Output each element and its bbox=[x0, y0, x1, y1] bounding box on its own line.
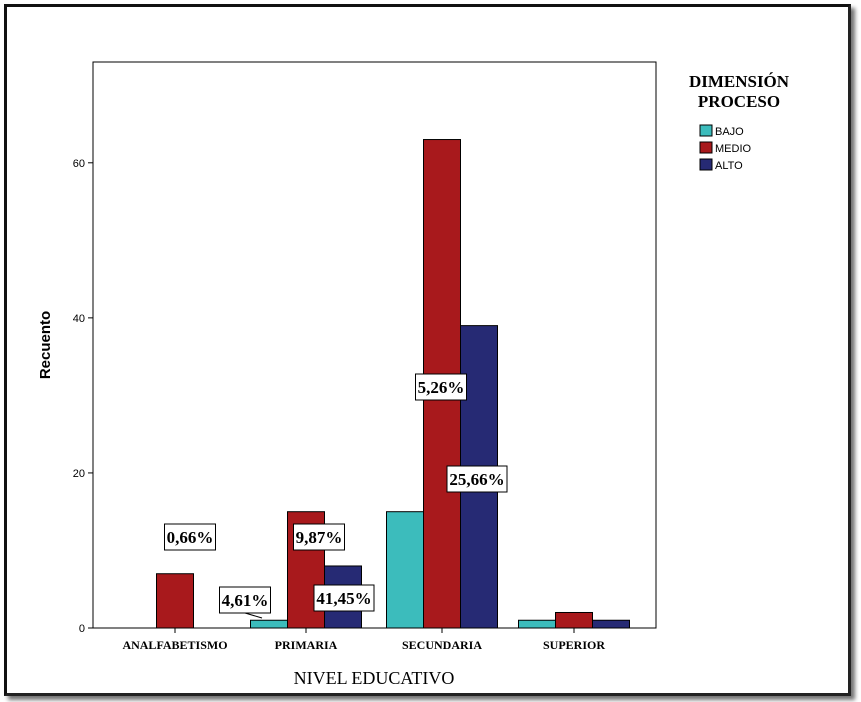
data-label-medio-analfabetismo: 4,61% bbox=[219, 586, 271, 619]
legend-title-line-1: DIMENSIÓN bbox=[689, 72, 790, 91]
legend-swatch bbox=[699, 141, 713, 154]
bar-bajo-secundaria bbox=[386, 511, 424, 629]
svg-text:9,87%: 9,87% bbox=[296, 528, 343, 547]
bars bbox=[156, 139, 630, 629]
x-tick-label: SECUNDARIA bbox=[402, 638, 482, 652]
x-axis: ANALFABETISMO PRIMARIA SECUNDARIA SUPERIOR bbox=[122, 628, 605, 652]
svg-text:41,45%: 41,45% bbox=[316, 589, 371, 608]
legend-title-line-2: PROCESO bbox=[698, 92, 780, 111]
x-axis-title: NIVEL EDUCATIVO bbox=[294, 668, 455, 688]
x-tick-label: ANALFABETISMO bbox=[122, 638, 227, 652]
legend-swatch bbox=[699, 124, 713, 137]
legend-item-bajo: BAJO bbox=[699, 124, 744, 138]
y-axis-title: Recuento bbox=[37, 311, 54, 379]
legend: DIMENSIÓN PROCESO BAJO MEDIO ALTO bbox=[689, 72, 790, 172]
bar-bajo-primaria bbox=[250, 619, 288, 629]
y-tick-label: 0 bbox=[79, 623, 85, 635]
data-label-alto-primaria: 5,26% bbox=[415, 373, 467, 401]
svg-text:0,66%: 0,66% bbox=[167, 528, 214, 547]
data-labels: 0,66% 4,61% 9,87% 41,45% 5,26% 25,66% bbox=[164, 373, 508, 619]
plot-area bbox=[92, 61, 657, 629]
svg-text:25,66%: 25,66% bbox=[449, 470, 504, 489]
bar-medio-analfabetismo bbox=[156, 573, 194, 629]
y-tick-label: 20 bbox=[73, 468, 85, 480]
y-tick-label: 60 bbox=[73, 158, 85, 170]
svg-text:4,61%: 4,61% bbox=[222, 591, 269, 610]
data-label-medio-secundaria: 41,45% bbox=[313, 584, 375, 612]
legend-item-medio: MEDIO bbox=[699, 141, 752, 155]
legend-label: ALTO bbox=[715, 160, 743, 172]
data-label-alto-secundaria: 25,66% bbox=[446, 465, 508, 493]
data-label-medio-primaria: 9,87% bbox=[293, 523, 345, 551]
bar-medio-superior bbox=[555, 611, 593, 629]
x-tick-label: SUPERIOR bbox=[543, 638, 605, 652]
x-tick-label: PRIMARIA bbox=[275, 638, 338, 652]
bar-bajo-superior bbox=[518, 619, 556, 629]
legend-label: BAJO bbox=[715, 126, 744, 138]
y-tick-label: 40 bbox=[73, 313, 85, 325]
bar-alto-superior bbox=[592, 619, 630, 629]
data-label-bajo-primaria: 0,66% bbox=[164, 523, 216, 551]
legend-label: MEDIO bbox=[715, 143, 752, 155]
y-axis: 0 20 40 60 bbox=[73, 158, 93, 635]
legend-item-alto: ALTO bbox=[699, 158, 743, 172]
legend-swatch bbox=[699, 158, 713, 171]
svg-text:5,26%: 5,26% bbox=[418, 378, 465, 397]
